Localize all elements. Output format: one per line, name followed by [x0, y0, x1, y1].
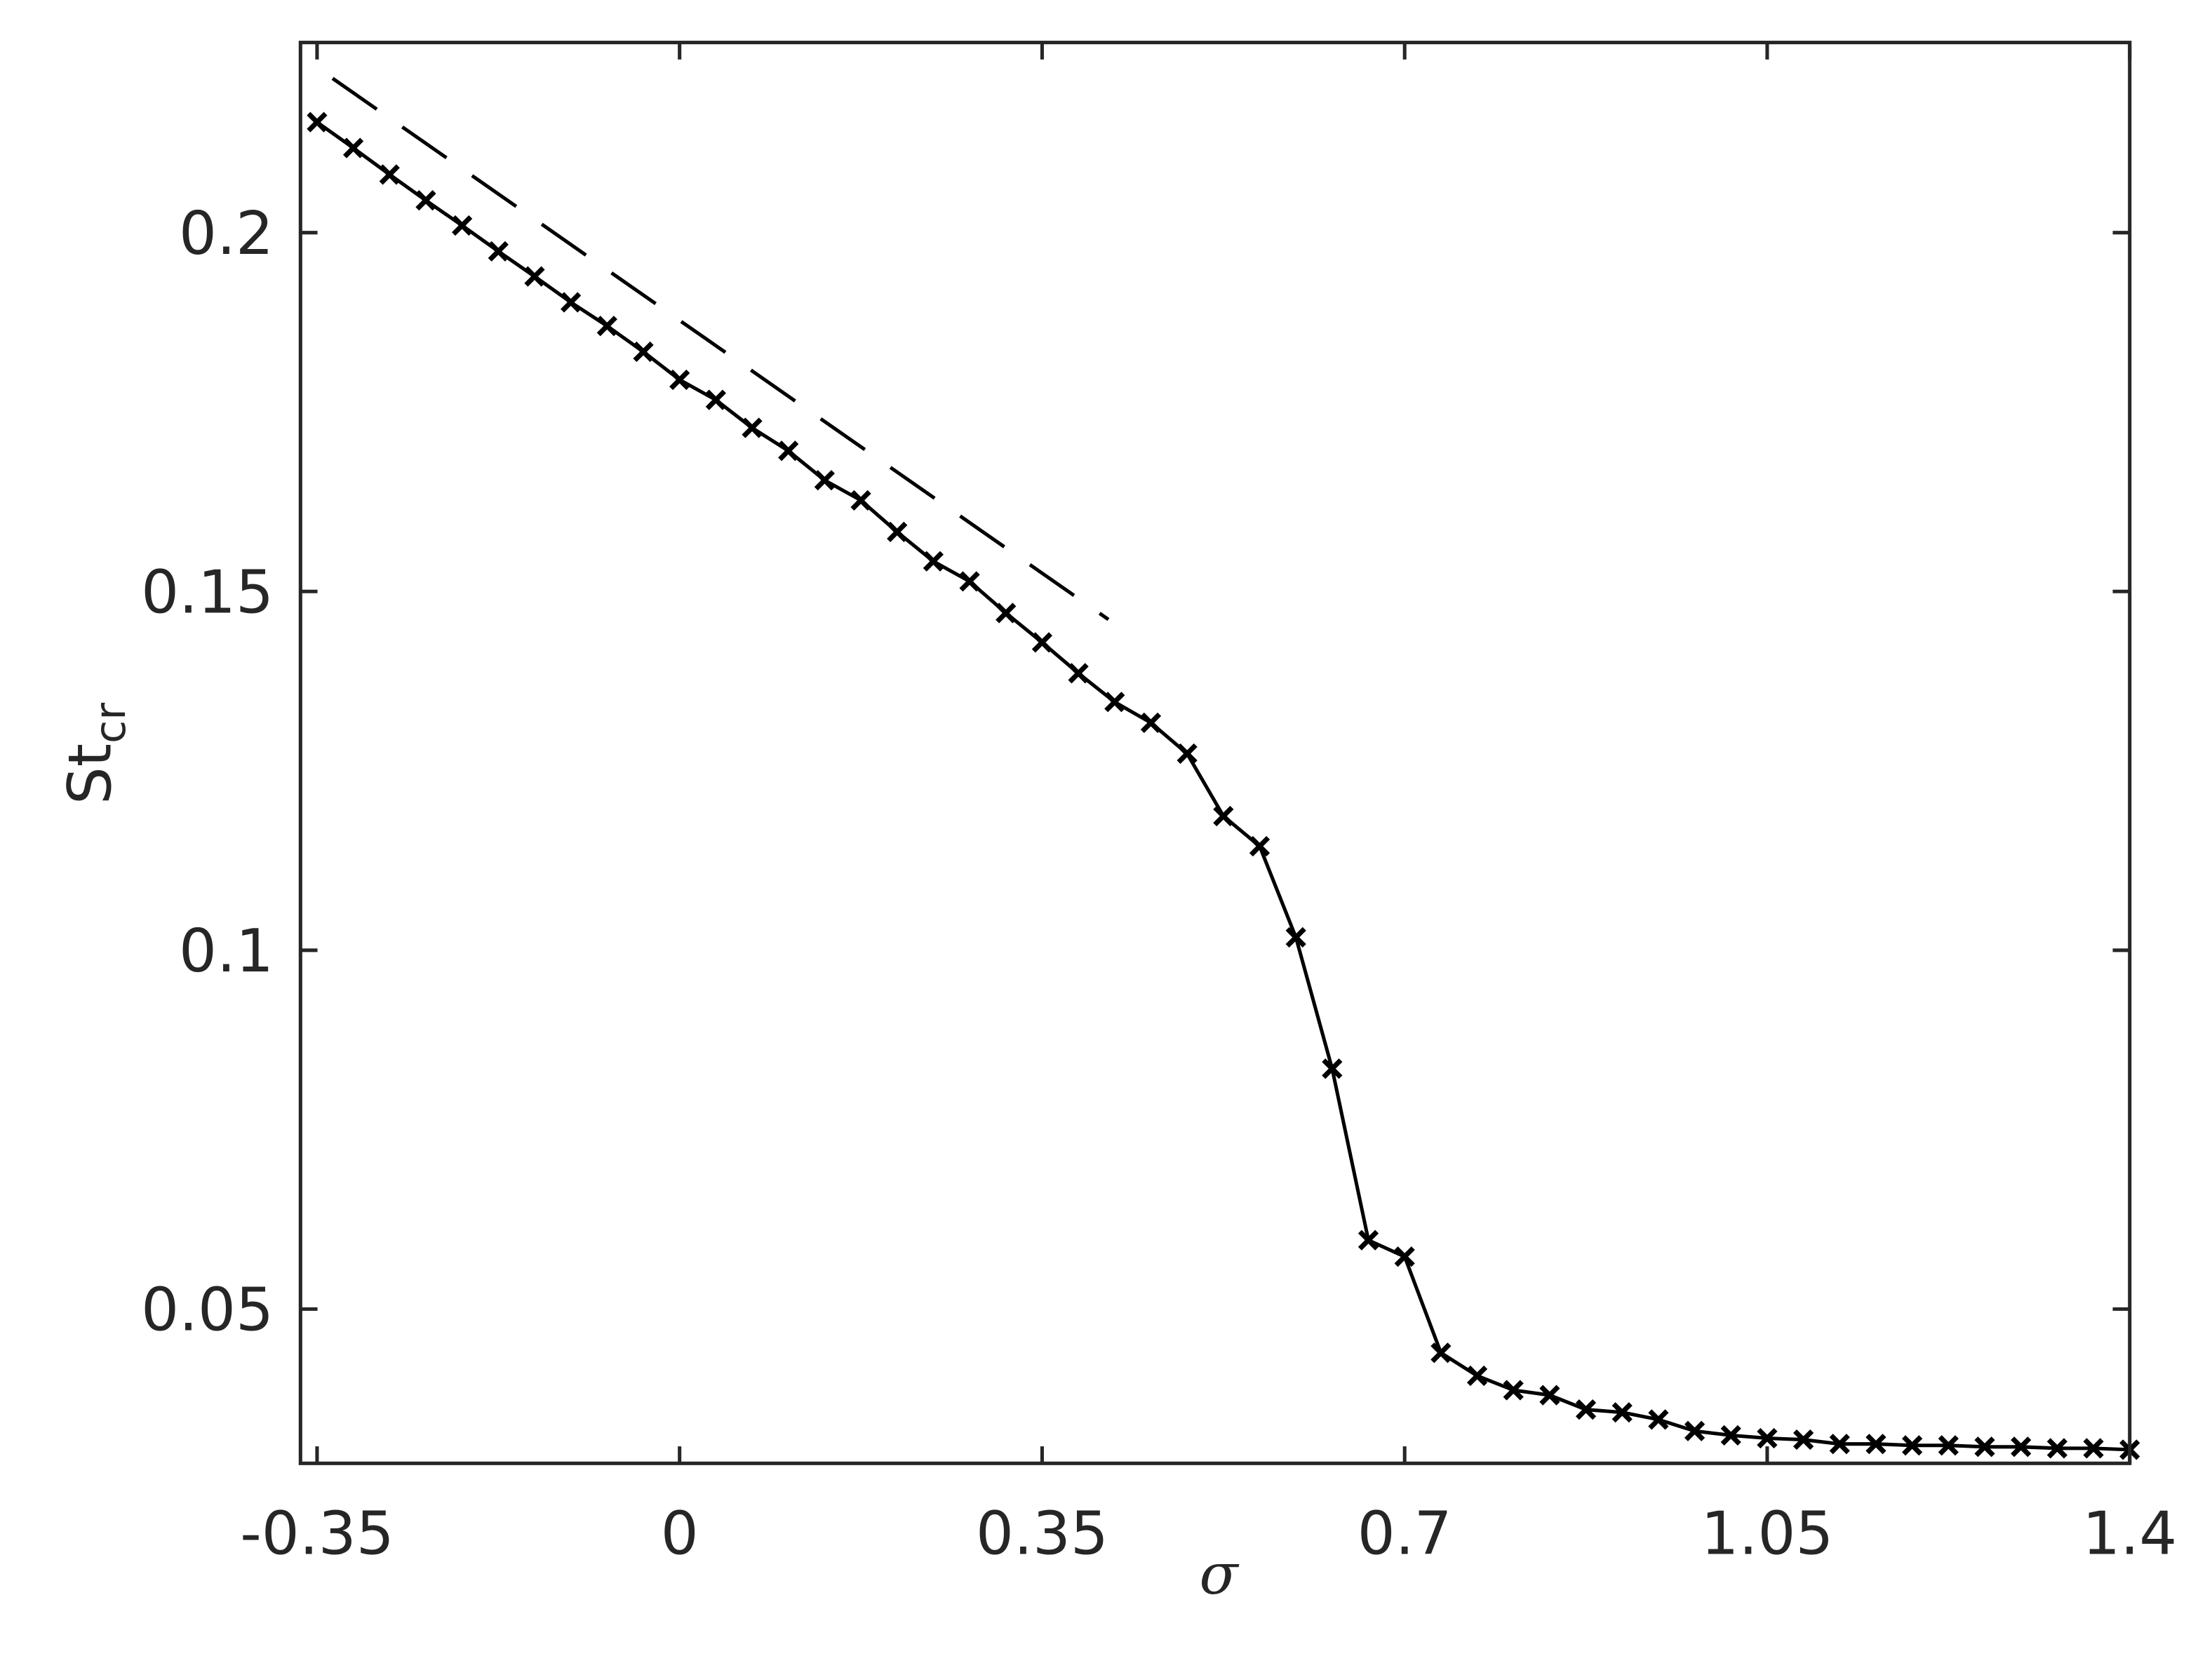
marker	[1031, 632, 1053, 653]
marker	[452, 215, 473, 236]
y-axis-label: Stcr	[56, 703, 135, 805]
marker	[2046, 1438, 2067, 1459]
marker	[379, 164, 400, 185]
marker	[1575, 1399, 1597, 1420]
marker	[1648, 1409, 1669, 1430]
marker	[1430, 1342, 1452, 1364]
marker	[705, 389, 726, 410]
marker	[1322, 1058, 1343, 1079]
x-tick-label: 1.05	[1701, 1500, 1834, 1569]
marker	[488, 241, 509, 262]
marker	[996, 603, 1017, 624]
marker	[814, 470, 836, 491]
marker	[1177, 743, 1198, 765]
marker	[561, 292, 582, 313]
marker	[1466, 1365, 1488, 1387]
marker	[1757, 1427, 1778, 1449]
marker	[2011, 1436, 2032, 1458]
marker	[307, 112, 328, 133]
marker	[669, 369, 690, 391]
y-axis-label-main: St	[56, 743, 126, 805]
marker	[1140, 712, 1162, 734]
marker	[887, 521, 908, 542]
marker	[1938, 1435, 1959, 1456]
marker	[1104, 692, 1125, 713]
marker	[1539, 1385, 1560, 1406]
marker	[1394, 1246, 1415, 1267]
x-tick-label: 0	[661, 1500, 699, 1569]
marker	[2083, 1438, 2104, 1459]
y-tick-label: 0.15	[141, 558, 274, 628]
x-tick-label: 0.7	[1358, 1500, 1452, 1569]
marker	[342, 137, 364, 159]
marker	[1793, 1429, 1814, 1450]
marker	[1865, 1434, 1886, 1455]
axes-box	[298, 41, 2132, 1465]
dashed-line	[331, 76, 1110, 621]
marker	[524, 266, 545, 287]
marker	[1720, 1425, 1741, 1446]
marker	[923, 551, 944, 572]
plot-area	[300, 42, 2140, 1464]
marker	[633, 341, 654, 363]
marker	[1611, 1402, 1633, 1423]
marker	[1974, 1436, 1995, 1458]
marker	[1684, 1420, 1705, 1441]
marker	[1503, 1380, 1524, 1401]
x-tick-label: -0.35	[240, 1500, 394, 1569]
y-axis-label-subscript: cr	[86, 703, 135, 743]
marker	[1213, 805, 1234, 827]
marker	[596, 316, 617, 337]
marker	[1829, 1434, 1850, 1455]
marker	[778, 440, 799, 462]
marker	[1285, 927, 1306, 948]
marker	[415, 190, 436, 211]
marker	[959, 571, 980, 592]
marker	[1068, 663, 1089, 684]
marker	[742, 417, 763, 438]
marker	[1902, 1435, 1923, 1456]
x-tick-label: 1.4	[2082, 1500, 2177, 1569]
y-tick-label: 0.2	[179, 199, 274, 269]
y-tick-label: 0.1	[179, 917, 274, 986]
x-tick-label: 0.35	[976, 1500, 1108, 1569]
x-axis-label: σ	[1199, 1542, 1239, 1608]
y-tick-label: 0.05	[141, 1276, 274, 1345]
marker	[1358, 1230, 1379, 1251]
marker	[1249, 835, 1271, 857]
marker	[850, 490, 871, 511]
